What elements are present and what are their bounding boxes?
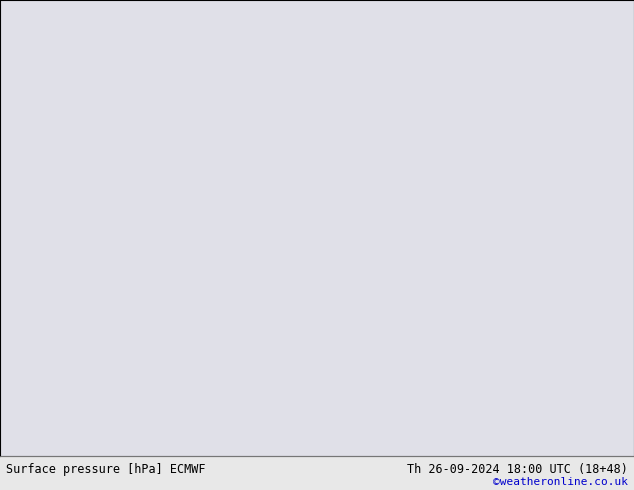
Text: ©weatheronline.co.uk: ©weatheronline.co.uk [493,477,628,487]
Text: Surface pressure [hPa] ECMWF: Surface pressure [hPa] ECMWF [6,463,206,476]
Text: Th 26-09-2024 18:00 UTC (18+48): Th 26-09-2024 18:00 UTC (18+48) [407,463,628,476]
